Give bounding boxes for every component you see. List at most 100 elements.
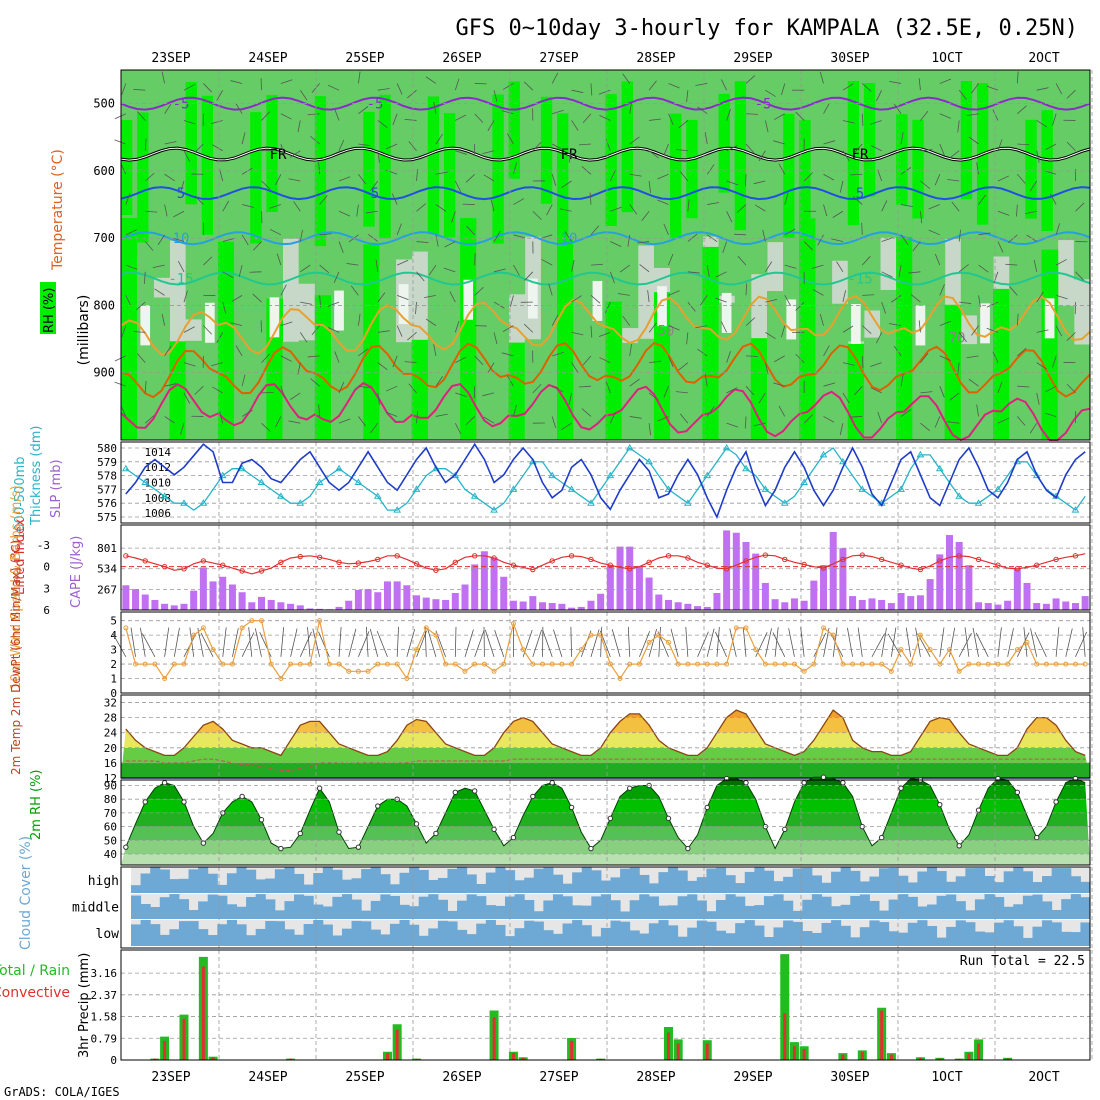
wind-barb xyxy=(889,80,902,84)
cloud-cell xyxy=(217,884,228,893)
rh-marker xyxy=(375,803,381,809)
wind-barb xyxy=(744,174,747,187)
wind-barb xyxy=(1009,286,1018,296)
wind-barb xyxy=(726,387,738,394)
wind-barb xyxy=(493,231,501,242)
cloud-cell xyxy=(246,935,257,946)
cloud-cell xyxy=(485,905,496,919)
rh-band-moist xyxy=(847,81,860,226)
cloud-cell xyxy=(543,900,554,919)
wind-speed-marker xyxy=(1043,661,1049,667)
isotherm-line xyxy=(120,341,1091,399)
li-marker xyxy=(278,559,284,566)
cloud-cell xyxy=(437,899,448,919)
wind-speed-marker xyxy=(288,661,294,667)
wind-barb xyxy=(435,234,439,247)
bottom-date-label: 30SEP xyxy=(830,1070,869,1085)
wind-barb xyxy=(819,313,824,326)
cloud-cell xyxy=(1080,897,1091,919)
wind-barb xyxy=(121,325,127,338)
wind-barb xyxy=(928,204,940,210)
wind-barb xyxy=(803,172,813,182)
cape-bar xyxy=(403,585,411,610)
wind-barb xyxy=(765,299,778,303)
cloud-cell xyxy=(303,884,314,893)
wind-barb xyxy=(957,120,960,133)
wind-barb xyxy=(745,317,756,326)
pressure-tick-label: 500 xyxy=(93,97,115,111)
wind-speed-marker xyxy=(394,661,400,667)
wind-barb xyxy=(850,416,863,418)
rh-band-mid xyxy=(395,70,413,260)
wind-speed-marker xyxy=(627,661,633,667)
wind-barb xyxy=(778,163,786,175)
wind-barb xyxy=(1055,325,1063,337)
cloud-cell xyxy=(332,869,343,893)
cloud-cell xyxy=(514,928,525,946)
cape-bar xyxy=(199,567,207,610)
cloud-cell xyxy=(428,928,439,946)
wind-barb xyxy=(639,264,650,273)
bottom-date-label: 23SEP xyxy=(151,1070,190,1085)
surface-wind-barb xyxy=(639,630,651,657)
cape-bar xyxy=(170,605,178,610)
wind-barb xyxy=(745,113,759,115)
thickness-marker xyxy=(1071,506,1080,513)
pressure-tick-label: 800 xyxy=(93,298,115,312)
wind-barb xyxy=(704,132,708,145)
cloud-cell xyxy=(946,881,957,893)
precip-tick-label: 2.37 xyxy=(91,989,118,1002)
wind-barb xyxy=(318,162,321,175)
thickness-marker xyxy=(722,444,731,451)
cloud-cell xyxy=(1061,931,1072,946)
wind-speed-marker xyxy=(927,647,933,653)
cape-bar xyxy=(238,592,246,610)
cape-bar xyxy=(364,589,372,610)
cloud-cell xyxy=(140,920,151,946)
wind-barb xyxy=(745,355,759,357)
surface-wind-barb xyxy=(112,633,127,658)
cape-bar xyxy=(393,581,401,610)
cloud-cell xyxy=(399,920,410,946)
cloud-cell xyxy=(917,871,928,893)
rh-band-low xyxy=(395,342,413,440)
cape-bar xyxy=(248,602,256,610)
isotherm-label: 50 xyxy=(658,324,675,340)
thickness-marker xyxy=(470,492,479,499)
cloud-cell xyxy=(284,901,295,919)
wind-barb xyxy=(590,295,601,304)
wind-barb xyxy=(715,271,727,278)
cloud-cell xyxy=(1051,922,1062,946)
thickness-marker xyxy=(141,478,150,485)
wind-barb xyxy=(881,271,893,278)
wind-barb xyxy=(850,173,863,176)
cloud-cell xyxy=(361,910,372,919)
cloud-cell xyxy=(610,877,621,893)
wind-speed-marker xyxy=(404,676,410,682)
wind-speed-marker xyxy=(821,625,827,631)
cloud-cell xyxy=(744,871,755,893)
cape-bar xyxy=(577,606,585,610)
cloud-cell xyxy=(524,877,535,893)
cloud-cell xyxy=(725,875,736,893)
precip-convective-bar xyxy=(880,1010,884,1060)
rh-band-low xyxy=(427,294,445,440)
wind-speed-marker xyxy=(946,647,952,653)
rh-band-mid xyxy=(573,70,590,267)
wind-speed-marker xyxy=(898,647,904,653)
wind-barb xyxy=(920,391,933,394)
cloud-axis-label: Cloud Cover (%) xyxy=(18,836,34,950)
precip-convective-bar xyxy=(492,1017,496,1060)
wind-barb xyxy=(365,210,378,214)
wind-speed-marker xyxy=(704,661,710,667)
wind-barb xyxy=(590,325,593,338)
cloud-cell xyxy=(879,910,890,919)
wind-barb xyxy=(338,381,345,394)
cape-bar xyxy=(878,599,886,610)
footer-credit: GrADS: COLA/IGES xyxy=(4,1085,120,1099)
cloud-cell xyxy=(341,894,353,919)
wind-barb xyxy=(1016,204,1018,217)
wind-barb xyxy=(288,420,301,424)
wind-barb xyxy=(668,355,674,368)
thickness-marker xyxy=(897,485,905,492)
